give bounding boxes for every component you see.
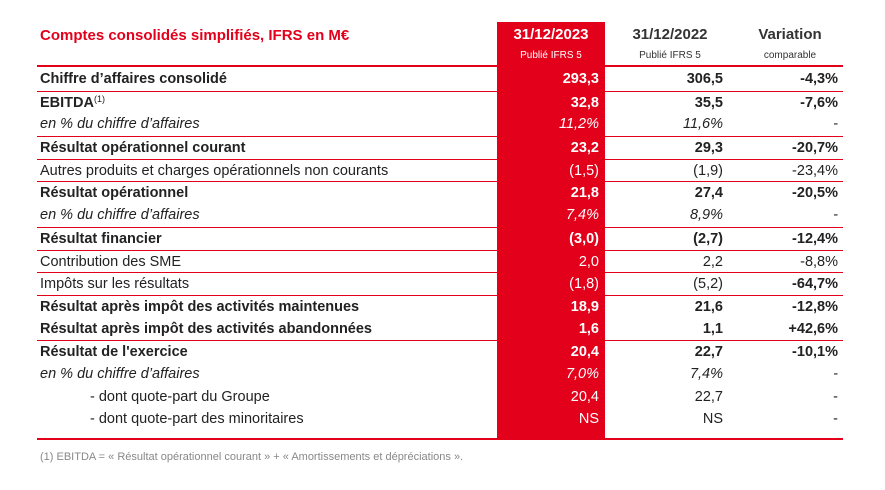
row-label: en % du chiffre d’affaires (40, 116, 200, 133)
footnote-marker: (1) (93, 93, 105, 104)
value-2023: 7,4% (565, 207, 599, 224)
value-2022: (2,7) (693, 230, 723, 247)
table-row: Contribution des SME 2,0 2,2 -8,8% (37, 249, 843, 273)
value-variation: -10,1% (792, 344, 838, 361)
value-variation: - (833, 116, 838, 133)
column-header-variation: Variation (758, 26, 822, 43)
value-variation: - (833, 411, 838, 428)
table-row: Résultat opérationnel 21,8 27,4 -20,5% (37, 181, 843, 204)
value-2022: (5,2) (693, 276, 723, 293)
row-label: Impôts sur les résultats (40, 276, 190, 293)
table-row: Autres produits et charges opérationnels… (37, 158, 843, 182)
table-body: Chiffre d’affaires consolidé 293,3 306,5… (37, 68, 843, 431)
value-2023: NS (578, 411, 599, 428)
header-divider (37, 65, 843, 67)
value-2022: 21,6 (694, 298, 723, 315)
table-row: Résultat après impôt des activités maint… (37, 294, 843, 318)
row-label: Contribution des SME (40, 253, 182, 270)
row-label: - dont quote-part du Groupe (90, 388, 270, 405)
value-variation: -7,6% (800, 94, 838, 111)
value-variation: -20,5% (792, 185, 838, 202)
row-label: Résultat opérationnel (40, 185, 189, 202)
row-label: Résultat de l'exercice (40, 344, 188, 361)
value-2023: 1,6 (578, 320, 599, 337)
table-row: Résultat financier (3,0) (2,7) -12,4% (37, 226, 843, 250)
value-2023: 7,0% (565, 365, 599, 382)
value-2023: 20,4 (570, 388, 599, 405)
value-2022: 35,5 (694, 94, 723, 111)
column-subheader-variation: comparable (763, 50, 817, 61)
value-variation: -12,4% (792, 230, 838, 247)
value-2022: 2,2 (702, 253, 723, 270)
value-2023: 293,3 (562, 71, 599, 87)
value-2023: 23,2 (570, 140, 599, 157)
value-variation: -8,8% (800, 253, 838, 270)
row-label: Résultat financier (40, 230, 162, 247)
value-2022: 11,6% (682, 116, 723, 133)
value-2022: NS (702, 411, 723, 428)
table-row: - dont quote-part du Groupe 20,4 22,7 - (37, 386, 843, 409)
table-row: Résultat après impôt des activités aband… (37, 318, 843, 341)
value-variation: -64,7% (792, 276, 838, 293)
table-bottom-divider (37, 438, 843, 440)
table-row: Résultat opérationnel courant 23,2 29,3 … (37, 136, 843, 159)
footnote: (1) EBITDA = « Résultat opérationnel cou… (40, 451, 464, 463)
table-row: Impôts sur les résultats (1,8) (5,2) -64… (37, 272, 843, 295)
value-2022: 306,5 (686, 71, 723, 87)
value-2022: 29,3 (694, 140, 723, 157)
value-variation: - (833, 207, 838, 224)
value-2023: 32,8 (570, 94, 599, 111)
row-label: en % du chiffre d’affaires (40, 207, 200, 224)
value-2022: 22,7 (694, 388, 723, 405)
value-2023: (3,0) (569, 230, 599, 247)
value-2023: 2,0 (578, 253, 599, 270)
table-row: Chiffre d’affaires consolidé 293,3 306,5… (37, 68, 843, 91)
value-variation: - (833, 365, 838, 382)
table-row: EBITDA(1) 32,8 35,5 -7,6% (37, 90, 843, 114)
table-title: Comptes consolidés simplifiés, IFRS en M… (40, 27, 350, 44)
row-label: EBITDA(1) (40, 93, 105, 111)
table-row: en % du chiffre d’affaires 7,4% 8,9% - (37, 204, 843, 227)
row-label: Chiffre d’affaires consolidé (40, 71, 227, 87)
value-2022: 22,7 (694, 344, 723, 361)
value-2023: 21,8 (570, 185, 599, 202)
row-label: Autres produits et charges opérationnels… (40, 162, 389, 179)
value-2023: 11,2% (558, 116, 599, 133)
column-header-2023: 31/12/2023 (513, 26, 589, 43)
value-2022: 8,9% (689, 207, 723, 224)
row-label: Résultat opérationnel courant (40, 140, 246, 157)
value-2022: (1,9) (693, 162, 723, 179)
row-label: Résultat après impôt des activités aband… (40, 320, 372, 337)
value-variation: -12,8% (792, 298, 838, 315)
column-subheader-2023: Publié IFRS 5 (520, 50, 582, 61)
table-header: Comptes consolidés simplifiés, IFRS en M… (37, 22, 843, 65)
table-row: en % du chiffre d’affaires 11,2% 11,6% - (37, 113, 843, 136)
value-variation: +42,6% (788, 320, 838, 337)
value-2023: 20,4 (570, 344, 599, 361)
value-variation: -23,4% (792, 162, 838, 179)
row-label: Résultat après impôt des activités maint… (40, 298, 360, 315)
table-row: Résultat de l'exercice 20,4 22,7 -10,1% (37, 340, 843, 363)
value-variation: -4,3% (800, 71, 838, 87)
row-label: en % du chiffre d’affaires (40, 365, 200, 382)
value-variation: -20,7% (792, 140, 838, 157)
financial-table: Comptes consolidés simplifiés, IFRS en M… (37, 22, 843, 440)
column-subheader-2022: Publié IFRS 5 (639, 50, 701, 61)
column-header-2022: 31/12/2022 (632, 26, 708, 43)
row-label: - dont quote-part des minoritaires (90, 411, 304, 428)
table-row: en % du chiffre d’affaires 7,0% 7,4% - (37, 363, 843, 386)
value-2022: 27,4 (694, 185, 723, 202)
value-2023: 18,9 (570, 298, 599, 315)
value-2022: 7,4% (689, 365, 723, 382)
value-2023: (1,5) (569, 162, 599, 179)
table-row: - dont quote-part des minoritaires NS NS… (37, 408, 843, 431)
value-2023: (1,8) (569, 276, 599, 293)
value-2022: 1,1 (702, 320, 723, 337)
value-variation: - (833, 388, 838, 405)
